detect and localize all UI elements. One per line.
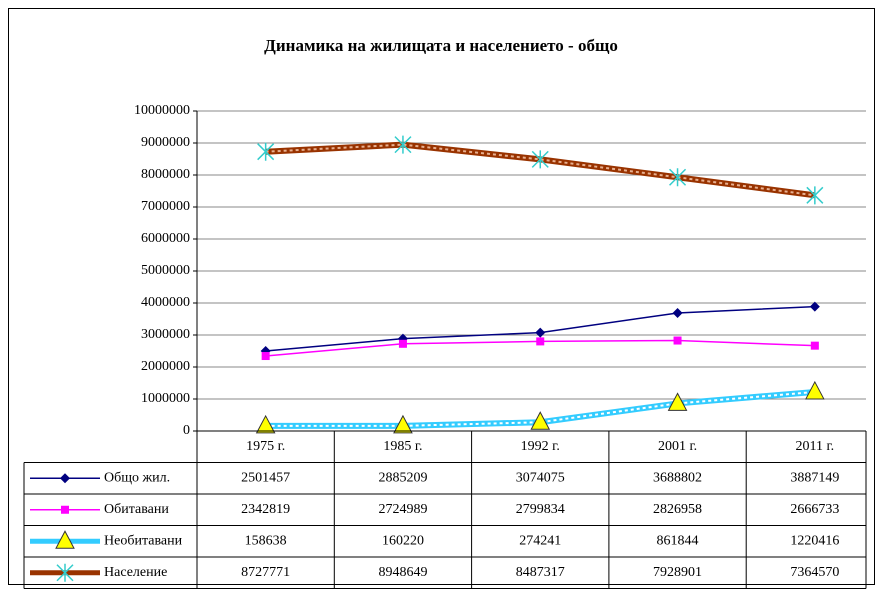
table-value: 2342819 <box>241 502 290 517</box>
table-value: 2826958 <box>653 502 702 517</box>
marker <box>61 505 69 514</box>
table-value: 2885209 <box>378 470 427 485</box>
y-tick-label: 7000000 <box>141 199 190 214</box>
marker <box>257 142 275 161</box>
y-tick-label: 3000000 <box>141 327 190 342</box>
marker <box>809 301 820 312</box>
y-tick-label: 2000000 <box>141 359 190 374</box>
y-tick-label: 5000000 <box>141 263 190 278</box>
marker <box>398 339 407 348</box>
legend-label: Население <box>104 565 167 580</box>
chart-title: Динамика на жилищата и населението - общ… <box>264 36 618 55</box>
y-tick-label: 1000000 <box>141 391 190 406</box>
table-value: 2799834 <box>516 502 565 517</box>
marker <box>394 135 412 154</box>
marker <box>60 473 70 484</box>
y-tick-label: 4000000 <box>141 295 190 310</box>
y-tick-label: 8000000 <box>141 167 190 182</box>
marker <box>261 352 270 361</box>
marker <box>805 380 825 400</box>
marker <box>810 341 819 350</box>
marker <box>806 186 824 205</box>
y-tick-label: 6000000 <box>141 231 190 246</box>
table-value: 7928901 <box>653 565 702 580</box>
table-value: 160220 <box>382 533 424 548</box>
table-value: 2724989 <box>378 502 427 517</box>
y-tick-label: 0 <box>183 423 190 438</box>
x-tick-label: 2011 г. <box>796 439 835 454</box>
marker <box>393 414 413 434</box>
table-value: 8727771 <box>241 565 290 580</box>
table-value: 2501457 <box>241 470 290 485</box>
y-tick-label: 9000000 <box>141 135 190 150</box>
table-value: 2666733 <box>790 502 839 517</box>
series-line-pattern <box>265 390 815 427</box>
legend-label: Обитавани <box>104 502 169 517</box>
series-line-pattern <box>265 143 815 197</box>
marker <box>672 307 683 318</box>
marker <box>669 168 687 187</box>
x-tick-label: 1992 г. <box>521 439 560 454</box>
table-value: 3688802 <box>653 470 702 485</box>
table-value: 8487317 <box>516 565 565 580</box>
x-tick-label: 1985 г. <box>383 439 422 454</box>
table-value: 8948649 <box>378 565 427 580</box>
legend-label: Необитавани <box>104 533 183 548</box>
marker <box>56 563 74 582</box>
table-value: 7364570 <box>790 565 839 580</box>
marker <box>530 411 551 430</box>
y-tick-label: 10000000 <box>134 103 190 118</box>
legend-label: Общо жил. <box>104 470 170 485</box>
marker <box>535 327 546 338</box>
table-value: 861844 <box>657 533 699 548</box>
marker <box>536 337 545 346</box>
x-tick-label: 1975 г. <box>246 439 285 454</box>
marker <box>673 336 682 345</box>
marker <box>55 530 75 549</box>
chart-border <box>8 8 875 585</box>
table-value: 3887149 <box>790 470 839 485</box>
marker <box>255 414 276 434</box>
table-value: 274241 <box>519 533 561 548</box>
marker <box>531 150 549 169</box>
table-value: 3074075 <box>516 470 565 485</box>
x-tick-label: 2001 г. <box>658 439 697 454</box>
table-value: 1220416 <box>790 533 839 548</box>
table-value: 158638 <box>245 533 287 548</box>
marker <box>667 392 688 411</box>
